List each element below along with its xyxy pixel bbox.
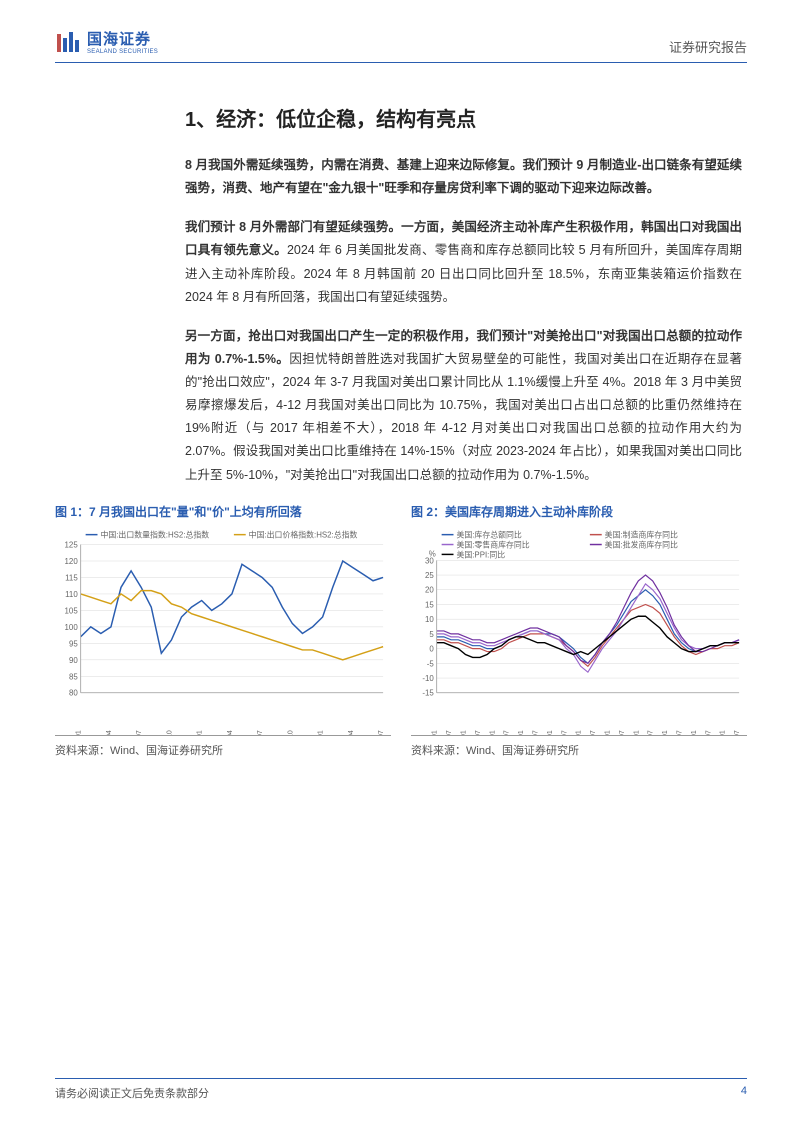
logo-text: 国海证券 SEALAND SECURITIES: [87, 32, 158, 55]
svg-text:2024-01: 2024-01: [720, 730, 727, 735]
svg-text:15: 15: [425, 600, 434, 609]
content-body: 1、经济：低位企稳，结构有亮点 8 月我国外需延续强势，内需在消费、基建上迎来边…: [55, 103, 747, 487]
svg-text:2023-07: 2023-07: [705, 730, 712, 735]
svg-text:2018-07: 2018-07: [561, 730, 568, 735]
footer-disclaimer: 请务必阅读正文后免责条款部分: [55, 1085, 209, 1101]
logo-cn: 国海证券: [87, 32, 158, 47]
svg-text:115: 115: [65, 573, 78, 582]
svg-text:2020-01: 2020-01: [604, 730, 611, 735]
svg-text:2019-01: 2019-01: [576, 730, 583, 735]
svg-text:2014-01: 2014-01: [432, 730, 439, 735]
svg-text:2020-07: 2020-07: [619, 730, 626, 735]
svg-text:110: 110: [65, 590, 78, 599]
figure-1: 图 1：7 月我国出口在"量"和"价"上均有所回落 80 85 90 95 100 105…: [55, 503, 391, 758]
svg-text:2024-07: 2024-07: [734, 730, 741, 735]
svg-text:100: 100: [65, 622, 79, 631]
page-footer: 请务必阅读正文后免责条款部分 4: [55, 1078, 747, 1101]
svg-text:2015-01: 2015-01: [460, 730, 467, 735]
fig1-title: 图 1：7 月我国出口在"量"和"价"上均有所回落: [55, 503, 391, 520]
svg-text:2021-01: 2021-01: [633, 730, 640, 735]
svg-text:2015-07: 2015-07: [475, 730, 482, 735]
page-number: 4: [741, 1085, 747, 1101]
svg-text:2016-07: 2016-07: [504, 730, 511, 735]
svg-text:2023-01: 2023-01: [691, 730, 698, 735]
svg-text:2024-01: 2024-01: [318, 730, 325, 735]
svg-text:2022-07: 2022-07: [676, 730, 683, 735]
svg-text:2016-01: 2016-01: [489, 730, 496, 735]
svg-text:2021-07: 2021-07: [648, 730, 655, 735]
logo: 国海证券 SEALAND SECURITIES: [55, 30, 158, 56]
svg-text:%: %: [429, 549, 436, 558]
svg-text:10: 10: [425, 615, 434, 624]
svg-text:125: 125: [65, 540, 79, 549]
para3-rest: 因担忧特朗普胜选对我国扩大贸易壁垒的可能性，我国对美出口在近期存在显著的"抢出口…: [185, 352, 742, 482]
svg-text:25: 25: [425, 571, 434, 580]
page: 国海证券 SEALAND SECURITIES 证券研究报告 1、经济：低位企稳…: [0, 0, 802, 1133]
figure-2: 图 2：美国库存周期进入主动补库阶段 -15-10-5051015202530%…: [411, 503, 747, 758]
svg-text:中国:出口价格指数:HS2:总指数: 中国:出口价格指数:HS2:总指数: [249, 529, 358, 539]
svg-text:120: 120: [65, 557, 79, 566]
svg-text:2022-01: 2022-01: [662, 730, 669, 735]
svg-text:5: 5: [429, 629, 434, 638]
svg-text:美国:PPI:同比: 美国:PPI:同比: [456, 549, 505, 559]
svg-text:美国:制造商库存同比: 美国:制造商库存同比: [605, 529, 678, 539]
fig1-source: 资料来源：Wind、国海证券研究所: [55, 742, 391, 758]
section-title: 1、经济：低位企稳，结构有亮点: [185, 103, 742, 132]
svg-text:85: 85: [69, 672, 78, 681]
svg-text:2022-01: 2022-01: [76, 730, 83, 735]
svg-text:中国:出口数量指数:HS2:总指数: 中国:出口数量指数:HS2:总指数: [100, 529, 209, 539]
svg-text:95: 95: [69, 639, 78, 648]
svg-text:0: 0: [429, 644, 434, 653]
header-right-label: 证券研究报告: [669, 37, 747, 56]
paragraph-1: 8 月我国外需延续强势，内需在消费、基建上迎来边际修复。我们预计 9 月制造业-…: [185, 154, 742, 200]
svg-text:2022-04: 2022-04: [106, 730, 113, 735]
svg-text:2017-01: 2017-01: [518, 730, 525, 735]
svg-text:2024-04: 2024-04: [348, 730, 355, 735]
svg-text:2019-07: 2019-07: [590, 730, 597, 735]
svg-text:2017-07: 2017-07: [532, 730, 539, 735]
svg-text:20: 20: [425, 585, 434, 594]
svg-text:2022-10: 2022-10: [166, 730, 173, 735]
logo-icon: [55, 30, 81, 56]
svg-text:美国:库存总额同比: 美国:库存总额同比: [456, 529, 521, 539]
fig1-chart: 80 85 90 95 100 105 110 115 120 125 2022-01 2022-04…: [55, 526, 391, 736]
svg-text:2023-07: 2023-07: [257, 730, 264, 735]
svg-text:-5: -5: [427, 659, 435, 668]
logo-en: SEALAND SECURITIES: [87, 49, 158, 55]
svg-text:2022-07: 2022-07: [136, 730, 143, 735]
svg-text:-10: -10: [422, 674, 434, 683]
svg-text:90: 90: [69, 655, 78, 664]
fig2-title: 图 2：美国库存周期进入主动补库阶段: [411, 503, 747, 520]
svg-text:105: 105: [65, 606, 79, 615]
svg-text:-15: -15: [422, 688, 434, 697]
fig2-chart: -15-10-5051015202530%2014-012014-072015-…: [411, 526, 747, 736]
svg-text:2014-07: 2014-07: [446, 730, 453, 735]
svg-text:2023-04: 2023-04: [227, 730, 234, 735]
fig1-svg: 80 85 90 95 100 105 110 115 120 125 2022-01 2022-04…: [55, 526, 391, 735]
fig2-svg: -15-10-5051015202530%2014-012014-072015-…: [411, 526, 747, 735]
paragraph-2: 我们预计 8 月外需部门有望延续强势。一方面，美国经济主动补库产生积极作用，韩国…: [185, 216, 742, 309]
svg-text:美国:零售商库存同比: 美国:零售商库存同比: [456, 539, 529, 549]
para1-bold: 8 月我国外需延续强势，内需在消费、基建上迎来边际修复。我们预计 9 月制造业-…: [185, 158, 742, 195]
svg-text:80: 80: [69, 688, 78, 697]
svg-text:2024-07: 2024-07: [378, 730, 385, 735]
svg-text:2023-10: 2023-10: [287, 730, 294, 735]
figures-row: 图 1：7 月我国出口在"量"和"价"上均有所回落 80859095100105…: [55, 503, 747, 758]
svg-text:美国:批发商库存同比: 美国:批发商库存同比: [605, 539, 678, 549]
svg-text:2018-01: 2018-01: [547, 730, 554, 735]
page-header: 国海证券 SEALAND SECURITIES 证券研究报告: [55, 30, 747, 63]
fig2-source: 资料来源：Wind、国海证券研究所: [411, 742, 747, 758]
paragraph-3: 另一方面，抢出口对我国出口产生一定的积极作用，我们预计"对美抢出口"对我国出口总…: [185, 325, 742, 487]
svg-text:2023-01: 2023-01: [197, 730, 204, 735]
